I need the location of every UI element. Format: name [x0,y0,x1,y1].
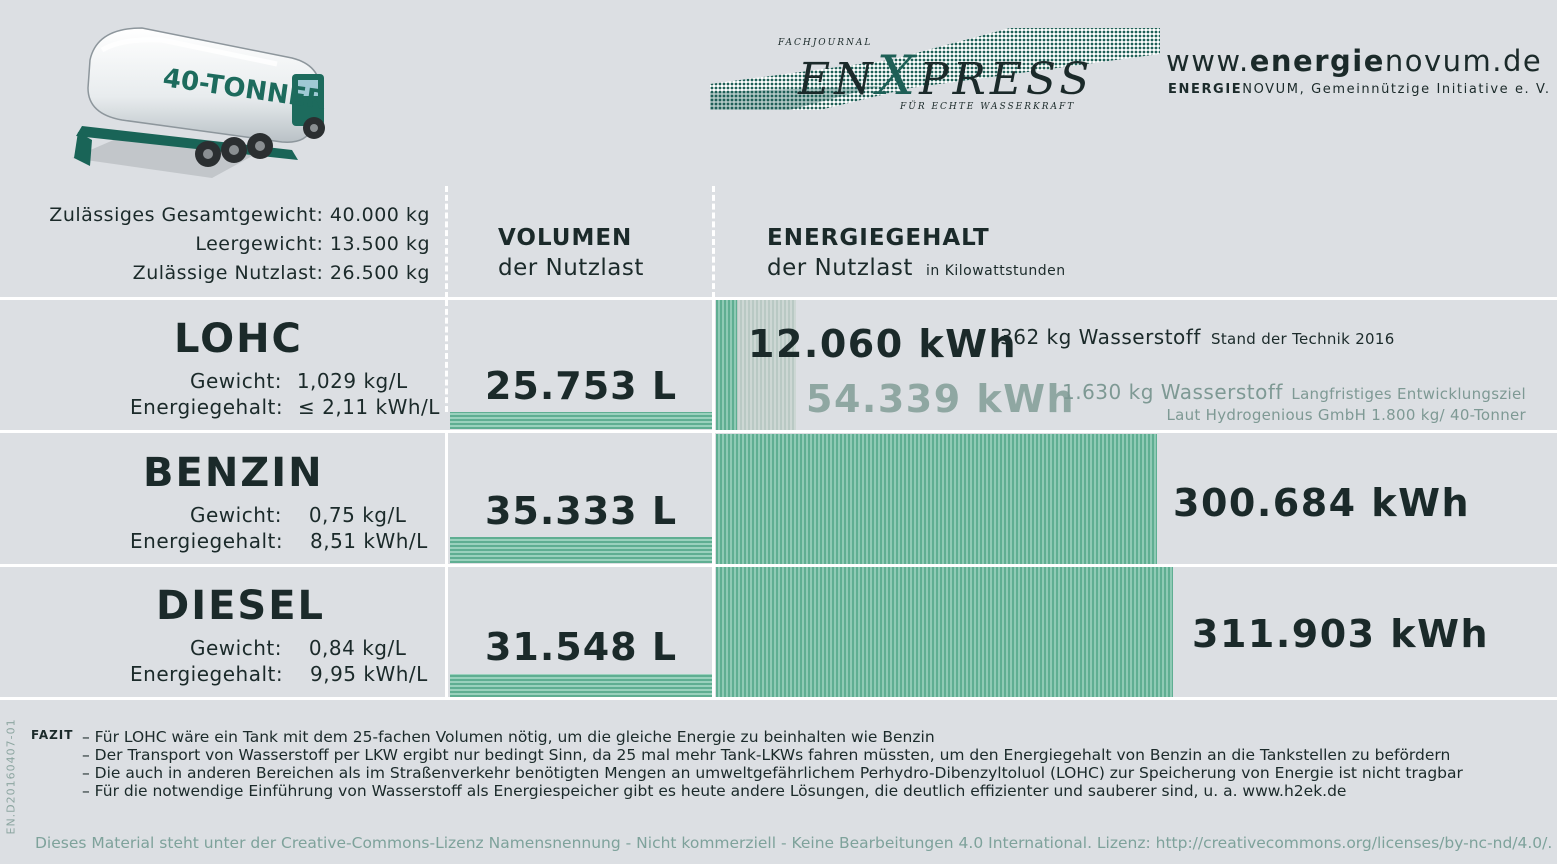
divider-dashed-right [712,186,715,298]
energy-column-title: ENERGIEGEHALT [767,225,990,251]
volume-column-subtitle: der Nutzlast [498,255,644,281]
spec-empty-weight: Leergewicht: 13.500 kg [195,233,430,255]
journal-tagline: FÜR ECHTE WASSERKRAFT [900,102,1076,112]
diesel-weight-value: 0,84 kg/L [308,636,407,660]
energy-value-lohc-longterm: 54.339 kWh [806,377,1076,421]
website-post: novum.de [1384,44,1543,78]
doc-id: EN.D20160407-01 [4,718,18,835]
lohc-weight: Gewicht: 1,029 kg/L [190,369,408,393]
volume-bar-benzin [450,537,712,563]
row-divider-top [0,297,1557,300]
lohc-weight-label: Gewicht: [190,369,282,393]
journal-title-pre: EN [798,54,877,105]
energy-unit-note: in Kilowattstunden [925,263,1066,279]
diesel-weight-label: Gewicht: [190,636,282,660]
logo-graphic [710,28,1160,110]
fazit-line-2: – Der Transport von Wasserstoff per LKW … [82,746,1451,764]
energy-bar-lohc [716,300,737,430]
website-pre: www. [1166,44,1250,78]
benzin-energy-value: 8,51 kWh/L [309,529,428,553]
energy-column-subtitle-line: der Nutzlast in Kilowattstunden [767,255,1066,281]
lohc-hydrogenious-note: Laut Hydrogenious GmbH 1.800 kg/ 40-Tonn… [1166,406,1526,424]
lohc-longterm-h2: 1.630 kg Wasserstoff [1062,380,1283,404]
row-divider-3 [0,697,1557,700]
lohc-current-h2: 362 kg Wasserstoff [1000,325,1201,349]
website-bold: energie [1249,44,1385,78]
org-bold: ENERGIE [1168,82,1243,97]
fazit-line-4: – Für die notwendige Einführung von Wass… [82,782,1347,800]
row-divider-2 [0,564,1557,567]
benzin-weight-label: Gewicht: [190,503,282,527]
lohc-energy-value: ≤ 2,11 kWh/L [297,395,440,419]
fuel-name-lohc: LOHC [174,316,303,362]
divider-solid-right [712,297,715,700]
diesel-energy-label: Energiegehalt: [130,662,284,686]
volume-bar-diesel [450,674,712,697]
divider-dashed-left [445,186,448,298]
energy-column-subtitle: der Nutzlast [767,255,913,281]
divider-dashed-left-lower [445,300,448,412]
benzin-energy: Energiegehalt: 8,51 kWh/L [130,529,428,553]
fuel-name-benzin: BENZIN [143,450,324,496]
fazit-label: FAZIT [31,728,74,742]
journal-title-x: X [876,44,920,107]
diesel-energy: Energiegehalt: 9,95 kWh/L [130,662,428,686]
row-divider-1 [0,430,1557,433]
energy-value-diesel: 311.903 kWh [1192,612,1490,656]
volume-value-benzin: 35.333 L [484,489,678,533]
volume-column-title: VOLUMEN [498,225,633,251]
energy-value-lohc: 12.060 kWh [748,322,1018,366]
journal-small-text: FACHJOURNAL [778,38,873,48]
org-rest: , Gemeinnützige Initiative e. V. [1299,82,1551,97]
lohc-weight-value: 1,029 kg/L [296,369,408,393]
spec-payload: Zulässige Nutzlast: 26.500 kg [132,262,430,284]
spec-total-weight: Zulässiges Gesamtgewicht: 40.000 kg [49,204,430,226]
diesel-energy-value: 9,95 kWh/L [309,662,428,686]
fuel-name-diesel: DIESEL [156,583,326,629]
divider-solid-left [445,430,448,700]
benzin-weight-value: 0,75 kg/L [308,503,407,527]
volume-value-diesel: 31.548 L [484,625,678,669]
energy-bar-diesel [716,567,1173,697]
org-light: NOVUM [1242,82,1300,97]
license-text: Dieses Material steht unter der Creative… [35,834,1553,852]
lohc-energy: Energiegehalt: ≤ 2,11 kWh/L [130,395,440,419]
website-url: www.energienovum.de [1166,44,1542,78]
journal-title-post: PRESS [919,54,1094,105]
energy-value-benzin: 300.684 kWh [1173,481,1471,525]
lohc-longterm-note: Langfristiges Entwicklungsziel [1291,385,1526,403]
enxpress-logo: FACHJOURNAL ENXPRESS FÜR ECHTE WASSERKRA… [710,26,1160,116]
truck-illustration: 40-TONNER [72,27,328,178]
benzin-energy-label: Energiegehalt: [130,529,284,553]
lohc-current-note: Stand der Technik 2016 [1211,330,1395,348]
volume-value-lohc: 25.753 L [484,364,678,408]
org-line: ENERGIENOVUM, Gemeinnützige Initiative e… [1168,82,1551,97]
journal-title: ENXPRESS [798,44,1093,107]
fazit-line-3: – Die auch in anderen Bereichen als im S… [82,764,1463,782]
lohc-energy-label: Energiegehalt: [130,395,284,419]
volume-bar-lohc [450,412,712,429]
fazit-line-1: – Für LOHC wäre ein Tank mit dem 25-fach… [82,728,935,746]
energy-bar-benzin [716,434,1157,564]
diesel-weight: Gewicht: 0,84 kg/L [190,636,406,660]
benzin-weight: Gewicht: 0,75 kg/L [190,503,406,527]
